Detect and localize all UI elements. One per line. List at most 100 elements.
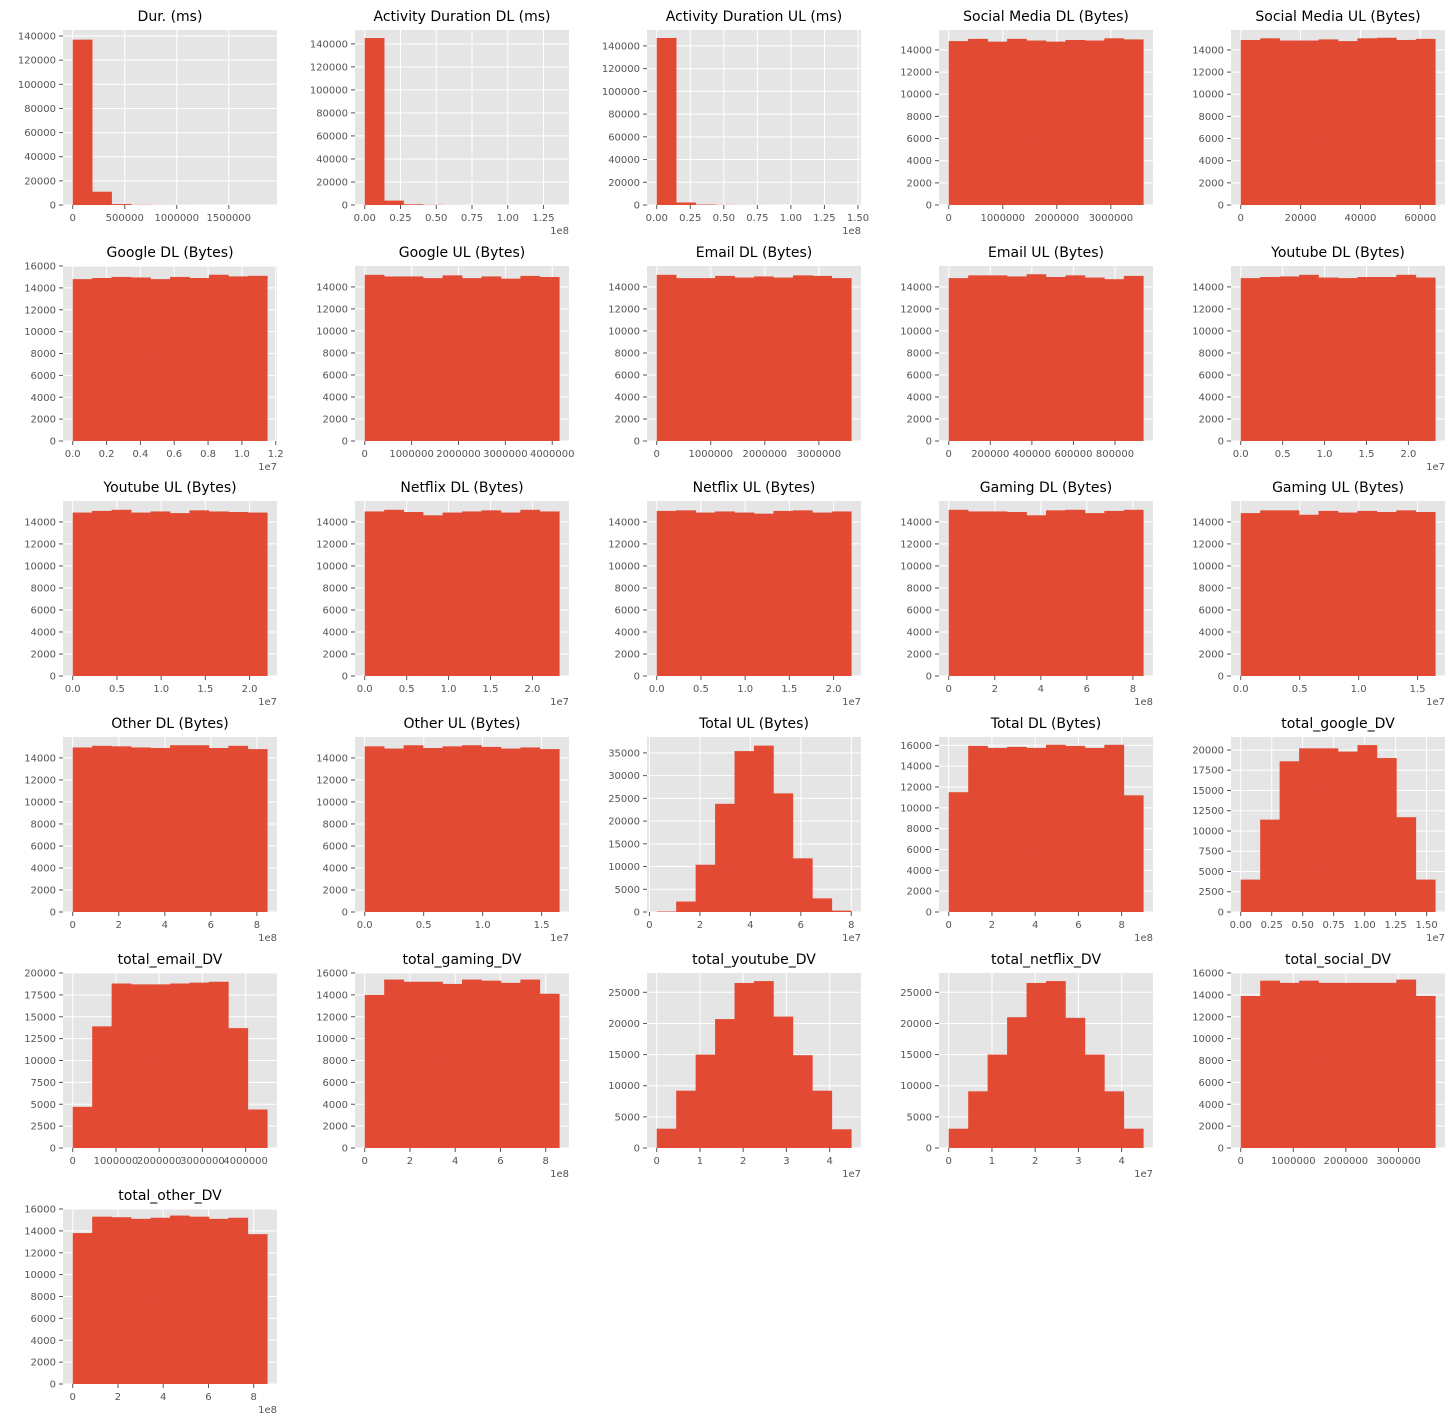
histogram-bar [131, 1218, 151, 1384]
histogram-bar [150, 279, 171, 441]
y-tick-label: 14000 [1192, 45, 1224, 56]
y-tick-label: 0 [1218, 908, 1224, 919]
y-tick-label: 25000 [900, 988, 932, 999]
y-tick-label: 140000 [310, 39, 348, 50]
y-tick-label: 10000 [316, 1034, 348, 1045]
y-tick-label: 120000 [310, 62, 348, 73]
x-tick-label: 1 [697, 1156, 703, 1167]
histogram-bar [423, 748, 443, 912]
y-tick-label: 5000 [615, 885, 640, 896]
histogram-bar [170, 983, 190, 1148]
x-tick-label: 0.0 [65, 449, 81, 460]
histogram-bar [520, 979, 541, 1148]
x-tick-label: 0.25 [389, 213, 411, 224]
y-tick-label: 10000 [24, 561, 56, 572]
y-tick-label: 2000 [1199, 1122, 1224, 1133]
histogram-bar [500, 748, 521, 912]
x-tick-label: 1.0 [1317, 449, 1333, 460]
histogram-bar [987, 747, 1008, 912]
plot-area [647, 30, 861, 205]
axis-offset-label: 1e7 [1134, 1169, 1153, 1180]
histogram-bar [1279, 40, 1300, 205]
histogram-bar [1396, 979, 1417, 1148]
histogram-bar [948, 41, 969, 205]
y-tick-label: 12000 [24, 775, 56, 786]
x-tick-label: 1.0 [1351, 684, 1367, 695]
y-tick-label: 6000 [907, 605, 932, 616]
histogram-bar [1046, 41, 1066, 205]
x-tick-label: 0.75 [1323, 920, 1345, 931]
x-tick-label: 0.6 [166, 449, 182, 460]
x-tick-label: 1.00 [497, 213, 519, 224]
y-tick-label: 0 [926, 1144, 932, 1155]
x-tick-label: 2 [116, 920, 122, 931]
y-tick-label: 25000 [608, 794, 640, 805]
x-tick-label: 0.8 [200, 449, 216, 460]
histogram-bar [1046, 277, 1066, 441]
x-tick-label: 4 [1032, 920, 1038, 931]
y-tick-label: 12000 [316, 1012, 348, 1023]
histogram-bar [1123, 275, 1144, 441]
histogram-bar [170, 513, 190, 676]
x-tick-label: 0.50 [425, 213, 447, 224]
x-tick-label: 0 [946, 213, 952, 224]
histogram-bar [695, 1054, 716, 1148]
chart-title: Social Media DL (Bytes) [963, 9, 1129, 25]
x-tick-label: 4 [1118, 1156, 1124, 1167]
histogram-bar [500, 512, 521, 676]
histogram-bar [247, 512, 268, 676]
y-tick-label: 8000 [1199, 583, 1224, 594]
histogram-bar [1318, 277, 1339, 441]
axis-offset-label: 1e8 [550, 226, 569, 237]
y-tick-label: 10000 [316, 561, 348, 572]
x-tick-label: 0 [946, 920, 952, 931]
x-tick-label: 0.5 [693, 684, 709, 695]
histogram-bar [1046, 744, 1066, 912]
y-tick-label: 80000 [24, 104, 56, 115]
histogram-bar [1376, 512, 1397, 676]
y-tick-label: 8000 [1199, 112, 1224, 123]
histogram-bar [948, 1128, 969, 1148]
histogram-bar [111, 1217, 132, 1384]
histogram-bar [1260, 510, 1280, 676]
x-tick-label: 2 [989, 920, 995, 931]
y-tick-label: 15000 [608, 839, 640, 850]
histogram-bar [364, 38, 385, 206]
y-tick-label: 4000 [1199, 627, 1224, 638]
x-tick-label: 0 [946, 684, 952, 695]
y-tick-label: 8000 [907, 583, 932, 594]
histogram-bar [481, 746, 502, 912]
histogram-bar [247, 1234, 268, 1384]
histogram-panel: 0 2 4 6 8 0 2000 4000 6000 8000 10000 12000 14000 Gam… [900, 480, 1153, 708]
histogram-bar [150, 511, 171, 676]
x-tick-label: 0 [70, 213, 76, 224]
y-tick-label: 6000 [907, 134, 932, 145]
histogram-panel: 0 1 2 3 4 0 5000 10000 15000 20000 25000 total_yout… [608, 952, 861, 1180]
x-tick-label: 4000000 [530, 449, 575, 460]
y-tick-label: 0 [1218, 672, 1224, 683]
y-tick-label: 14000 [316, 753, 348, 764]
y-tick-label: 4000 [31, 1336, 56, 1347]
x-tick-label: 1.0 [234, 449, 250, 460]
x-tick-label: 1.5 [1359, 449, 1375, 460]
y-tick-label: 4000 [1199, 156, 1224, 167]
histogram-bar [500, 278, 521, 441]
histogram-bar [384, 276, 404, 441]
axis-offset-label: 1e8 [258, 933, 277, 944]
y-tick-label: 5000 [1199, 867, 1224, 878]
histogram-bar [1123, 1128, 1144, 1148]
y-tick-label: 6000 [1199, 1078, 1224, 1089]
histogram-bar [656, 37, 677, 205]
chart-title: total_youtube_DV [692, 952, 816, 968]
y-tick-label: 12000 [900, 68, 932, 79]
histogram-bar [831, 910, 852, 912]
y-tick-label: 4000 [907, 866, 932, 877]
histogram-bar [150, 984, 171, 1148]
y-tick-label: 10000 [1192, 1034, 1224, 1045]
x-tick-label: 0 [70, 1392, 76, 1403]
x-tick-label: 1.50 [847, 213, 869, 224]
axis-offset-label: 1e8 [258, 1405, 277, 1416]
histogram-bar [539, 277, 560, 441]
histogram-bar [403, 204, 424, 205]
histogram-panel: 0.00 0.25 0.50 0.75 1.00 1.25 1.50 0 2500 5000 750… [1192, 716, 1445, 944]
